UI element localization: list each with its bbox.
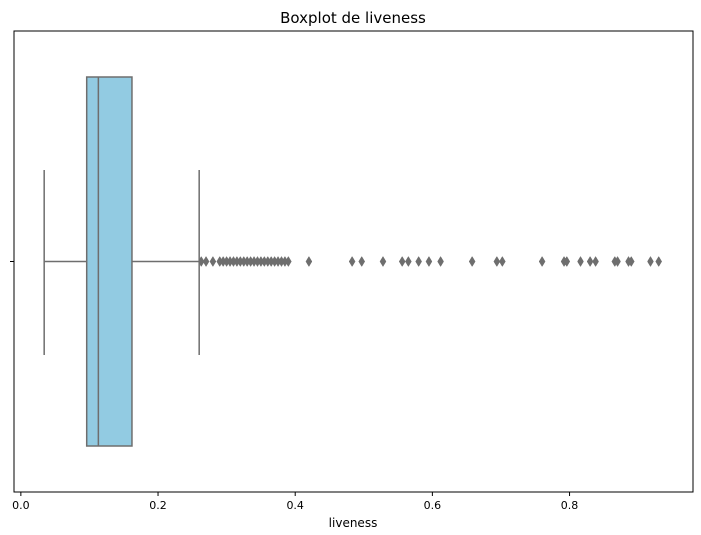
outlier-point [305,256,313,267]
x-axis-label: liveness [329,516,378,530]
outlier-point [586,256,594,267]
outlier-point [415,256,422,267]
outlier-point [209,256,217,267]
chart-title: Boxplot de liveness [280,9,426,27]
outlier-point [592,256,599,267]
outlier-point [493,256,501,267]
outlier-point [425,256,433,267]
x-tick-label: 0.2 [149,499,167,512]
outlier-point [398,256,406,267]
x-tick-label: 0.4 [286,499,304,512]
x-axis: 0.0 0.2 0.4 0.6 0.8 [12,492,578,512]
outlier-point [202,256,210,267]
outlier-point [197,256,205,267]
outlier-point [538,256,546,267]
x-tick-label: 0.8 [561,499,579,512]
outlier-layer [197,256,662,267]
outlier-point [655,256,662,267]
outlier-point [405,256,412,267]
iqr-box [85,76,133,447]
outlier-point [468,256,476,267]
outlier-point [627,256,635,267]
outlier-point [614,256,621,267]
outlier-point [563,256,571,267]
x-tick-label: 0.6 [424,499,442,512]
outlier-point [379,256,387,267]
outlier-point [358,256,366,267]
outlier-point [437,256,444,267]
box-layer [43,76,200,447]
x-tick-label: 0.0 [12,499,30,512]
outlier-point [285,256,292,267]
outlier-point [348,256,356,267]
outlier-point [499,256,506,267]
outlier-point [647,256,654,267]
outlier-point [577,256,584,267]
